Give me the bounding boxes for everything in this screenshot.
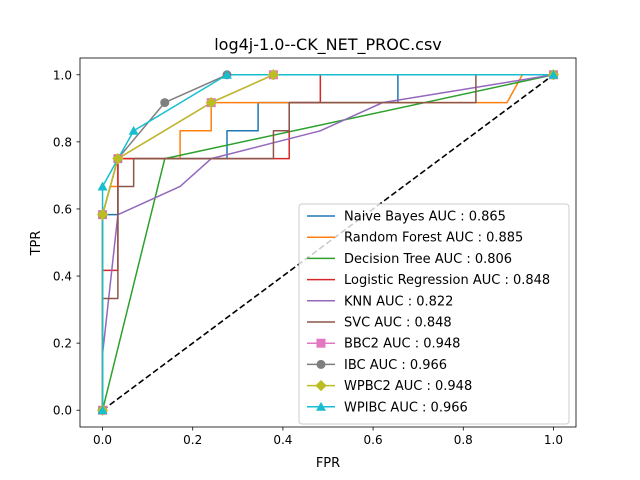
x-tick-label: 0.8 <box>454 433 473 447</box>
series-9-point-4 <box>548 69 559 79</box>
y-tick-label: 0.4 <box>53 270 72 284</box>
legend-label-6: BBC2 AUC : 0.948 <box>344 337 460 352</box>
legend-label-1: Random Forest AUC : 0.885 <box>344 231 523 246</box>
legend-label-7: IBC AUC : 0.966 <box>344 358 447 373</box>
legend: Naive Bayes AUC : 0.865 Random Forest AUC… <box>298 203 570 425</box>
y-tick-label: 1.0 <box>53 68 72 82</box>
series-8-point-2 <box>112 153 124 165</box>
legend-label-0: Naive Bayes AUC : 0.865 <box>344 210 506 225</box>
series-line-0 <box>101 74 554 411</box>
series-9-point-1 <box>97 181 108 191</box>
x-tick-label: 0.0 <box>93 433 112 447</box>
legend-label-8: WPBC2 AUC : 0.948 <box>344 379 472 394</box>
series-8-point-4 <box>267 69 280 81</box>
x-tick-label: 1.0 <box>544 433 563 447</box>
legend-label-4: KNN AUC : 0.822 <box>344 294 453 309</box>
legend-marker-7 <box>316 359 326 369</box>
y-tick-label: 0.2 <box>53 337 72 351</box>
series-line-3 <box>101 74 554 411</box>
y-tick-label: 0.0 <box>53 404 72 418</box>
legend-marker-6 <box>316 338 326 348</box>
axes-frame <box>79 57 577 428</box>
x-axis-label: FPR <box>316 456 340 471</box>
series-8-point-3 <box>205 96 217 109</box>
series-line-4 <box>101 74 554 411</box>
series-7-point-3 <box>160 98 170 108</box>
marker-layer <box>96 69 560 416</box>
y-tick-label: 0.8 <box>53 135 72 149</box>
legend-marker-8 <box>315 379 327 392</box>
x-tick-label: 0.6 <box>364 433 383 447</box>
legend-label-9: WPIBC AUC : 0.966 <box>344 400 468 415</box>
series-9-point-0 <box>97 405 108 415</box>
series-8-point-1 <box>96 209 109 221</box>
series-9-point-3 <box>222 69 232 79</box>
axes: 0.0 0.2 0.4 0.6 0.8 1.0 0.0 0.2 0.4 0.6 0.8 1.0 <box>53 57 577 447</box>
legend-label-2: Decision Tree AUC : 0.806 <box>344 252 512 267</box>
legend-label-5: SVC AUC : 0.848 <box>344 316 452 331</box>
y-axis-label: TPR <box>29 231 44 257</box>
chart-title: log4j-1.0--CK_NET_PROC.csv <box>214 35 442 55</box>
x-tick-label: 0.4 <box>273 433 292 447</box>
legend-box <box>298 203 570 425</box>
y-tick-label: 0.6 <box>53 202 72 216</box>
legend-marker-9 <box>316 401 326 411</box>
series-line-5 <box>101 74 554 411</box>
series-9-point-2 <box>128 125 139 135</box>
legend-label-3: Logistic Regression AUC : 0.848 <box>344 273 550 288</box>
x-tick-label: 0.2 <box>183 433 202 447</box>
